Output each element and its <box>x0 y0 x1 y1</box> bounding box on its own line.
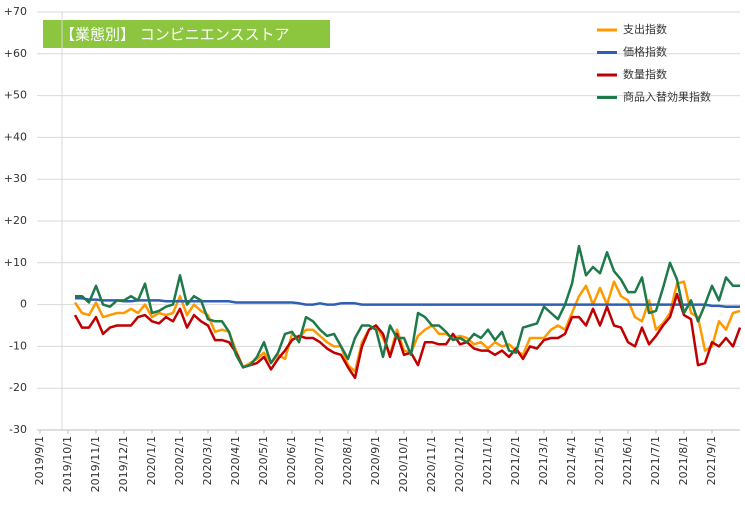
x-tick-label: 2021/9/1 <box>705 436 718 485</box>
x-tick-label: 2021/3/1 <box>537 436 550 485</box>
y-tick-label: +10 <box>4 256 27 269</box>
legend-label: 数量指数 <box>623 67 667 81</box>
y-tick-label: -30 <box>9 423 27 436</box>
y-tick-label: -20 <box>9 381 27 394</box>
x-tick-label: 2021/2/1 <box>509 436 522 485</box>
x-tick-label: 2021/1/1 <box>481 436 494 485</box>
x-tick-label: 2020/6/1 <box>285 436 298 485</box>
chart-title: 【業態別】 コンビニエンスストア <box>60 26 289 44</box>
x-tick-label: 2021/4/1 <box>565 436 578 485</box>
x-tick-label: 2020/3/1 <box>201 436 214 485</box>
x-tick-label: 2021/7/1 <box>649 436 662 485</box>
x-tick-label: 2020/11/1 <box>425 436 438 492</box>
y-tick-label: +40 <box>4 130 27 143</box>
x-tick-label: 2020/1/1 <box>145 436 158 485</box>
y-tick-label: +70 <box>4 5 27 18</box>
legend-label: 商品入替効果指数 <box>623 90 711 104</box>
x-tick-label: 2020/8/1 <box>341 436 354 485</box>
y-tick-label: 0 <box>20 298 27 311</box>
y-tick-label: +50 <box>4 89 27 102</box>
y-tick-label: +30 <box>4 172 27 185</box>
x-tick-label: 2019/12/1 <box>117 436 130 492</box>
y-tick-label: +20 <box>4 214 27 227</box>
x-tick-label: 2019/10/1 <box>61 436 74 492</box>
series-line <box>73 280 741 373</box>
series-line <box>73 292 742 380</box>
x-tick-label: 2020/12/1 <box>453 436 466 492</box>
x-tick-label: 2020/10/1 <box>397 436 410 492</box>
x-tick-label: 2021/6/1 <box>621 436 634 485</box>
x-tick-label: 2020/9/1 <box>369 436 382 485</box>
y-tick-label: -10 <box>9 339 27 352</box>
x-tick-label: 2020/2/1 <box>173 436 186 485</box>
title-badge <box>43 20 330 48</box>
legend-label: 価格指数 <box>623 45 667 59</box>
x-tick-label: 2019/9/1 <box>33 436 46 485</box>
legend-label: 支出指数 <box>623 22 667 36</box>
y-tick-label: +60 <box>4 47 27 60</box>
x-tick-label: 2021/8/1 <box>677 436 690 485</box>
series-line <box>75 244 740 369</box>
x-tick-label: 2021/5/1 <box>593 436 606 485</box>
x-tick-label: 2019/11/1 <box>89 436 102 492</box>
x-tick-label: 2020/4/1 <box>229 436 242 485</box>
x-tick-label: 2020/7/1 <box>313 436 326 485</box>
x-tick-label: 2020/5/1 <box>257 436 270 485</box>
